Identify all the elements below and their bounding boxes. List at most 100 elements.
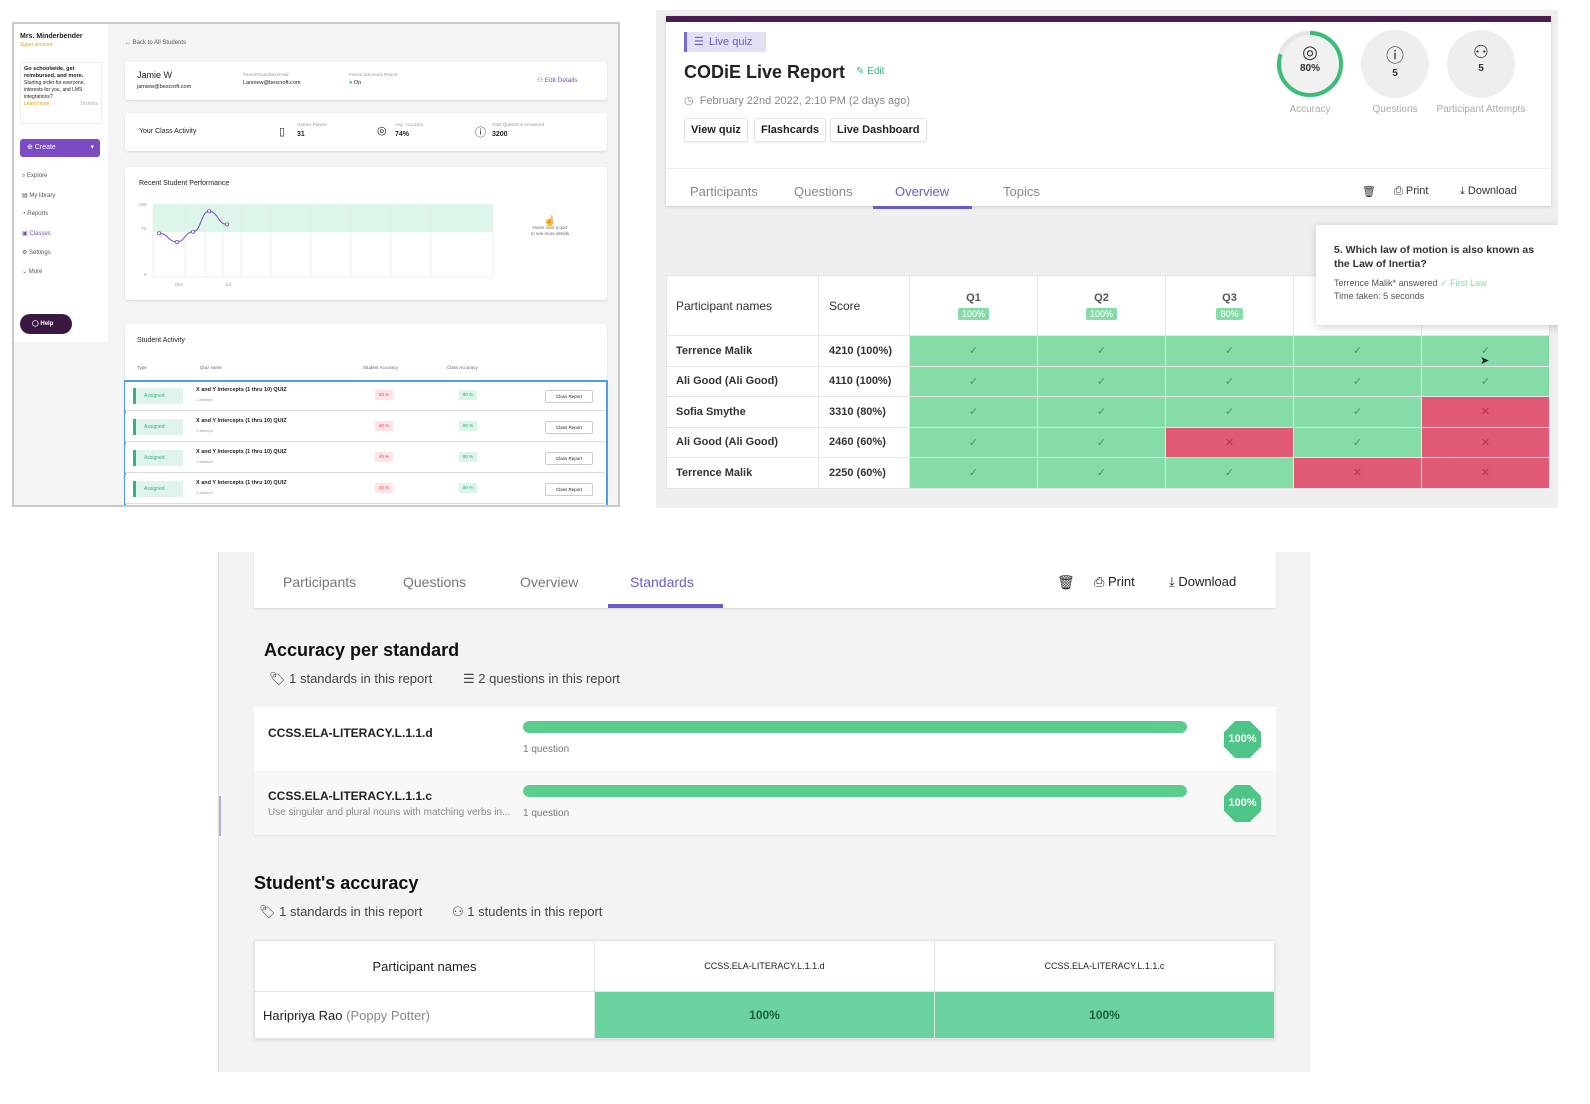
promo-dismiss[interactable]: Dismiss xyxy=(80,101,99,107)
print-button[interactable]: ⎙ Print xyxy=(1094,574,1135,589)
table-row[interactable]: Terrence Malik 2250 (60%) ✓ ✓ ✓ ✕ ✕ xyxy=(666,457,1550,489)
chevron-down-icon: ▾ xyxy=(90,144,94,151)
edit-details-button[interactable]: ⚇ Edit Details xyxy=(537,77,578,84)
table-row[interactable]: Assigned X and Y Intercepts (1 thru 10) … xyxy=(125,475,605,504)
result-cell[interactable]: ✕ xyxy=(1293,457,1422,489)
list-icon: ☰ xyxy=(694,36,704,48)
tab-participants[interactable]: Participants xyxy=(283,574,357,590)
class-report-button[interactable]: Class Report xyxy=(545,390,593,403)
accuracy-cell[interactable]: 100% xyxy=(934,991,1275,1039)
tab-standards[interactable]: Standards xyxy=(630,574,694,590)
result-cell[interactable]: ✓ xyxy=(909,426,1038,458)
class-report-button[interactable]: Class Report xyxy=(545,421,593,434)
result-cell[interactable]: ✓ xyxy=(1421,365,1550,397)
nav-settings[interactable]: ⚙ Settings xyxy=(22,250,51,256)
tab-overview[interactable]: Overview xyxy=(520,574,579,590)
questions-value: 5 xyxy=(1392,68,1398,79)
create-button[interactable]: ⊕ Create ▾ xyxy=(20,139,100,157)
sidebar: Mrs. Minderbender Super account Go schoo… xyxy=(14,24,108,342)
result-cell[interactable]: ✕ xyxy=(1421,396,1550,428)
result-cell[interactable]: ✓ xyxy=(1165,396,1294,428)
back-link[interactable]: ← Back to All Students xyxy=(125,40,187,46)
table-row[interactable]: Ali Good (Ali Good) 2460 (60%) ✓ ✓ ✕ ✓ ✕ xyxy=(666,426,1550,458)
result-cell[interactable]: ✓ xyxy=(1293,396,1422,428)
result-cell[interactable]: ✓ xyxy=(1293,365,1422,397)
questions-count: ☰ 2 questions in this report xyxy=(463,671,620,686)
result-cell[interactable]: ✓ xyxy=(1037,426,1166,458)
standard-row[interactable]: CCSS.ELA-LITERACY.L.1.1.d 1 question 100… xyxy=(254,707,1276,771)
users-icon: ⚇ xyxy=(452,904,468,919)
result-cell[interactable]: ✓ xyxy=(1165,457,1294,489)
promo-learn-more[interactable]: Learn more xyxy=(24,101,50,107)
standard-row[interactable]: CCSS.ELA-LITERACY.L.1.1.c Use singular a… xyxy=(254,771,1276,835)
student-activity-title: Student Activity xyxy=(137,337,185,344)
result-cell[interactable]: ✓ xyxy=(909,457,1038,489)
table-row[interactable]: Terrence Malik 4210 (100%) ✓ ✓ ✓ ✓ ✓ xyxy=(666,335,1550,367)
tab-questions[interactable]: Questions xyxy=(403,574,467,590)
performance-point[interactable] xyxy=(207,209,212,214)
table-row[interactable]: Assigned X and Y Intercepts (1 thru 10) … xyxy=(125,413,605,442)
performance-point[interactable] xyxy=(191,229,196,234)
performance-point[interactable] xyxy=(225,222,230,227)
tab-overview[interactable]: Overview xyxy=(895,184,950,199)
table-row[interactable]: Sofia Smythe 3310 (80%) ✓ ✓ ✓ ✓ ✕ xyxy=(666,396,1550,428)
nav-explore[interactable]: ⌕ Explore xyxy=(22,173,48,179)
result-cell[interactable]: ✓ xyxy=(1037,365,1166,397)
class-report-button[interactable]: Class Report xyxy=(545,452,593,465)
table-row[interactable]: Assigned X and Y Intercepts (1 thru 10) … xyxy=(125,382,605,411)
chat-icon: ◯ xyxy=(32,321,41,327)
delete-button[interactable]: 🗑 xyxy=(1057,574,1075,591)
download-button[interactable]: ⤓ Download xyxy=(1169,574,1237,589)
flashcards-button[interactable]: Flashcards xyxy=(754,118,827,142)
result-cell[interactable]: ✓ xyxy=(909,335,1038,367)
delete-button[interactable]: 🗑 xyxy=(1362,185,1376,198)
result-cell[interactable]: ✕ xyxy=(1165,426,1294,458)
print-button[interactable]: ⎙ Print xyxy=(1394,185,1429,197)
participant-name: Terrence Malik xyxy=(666,457,819,489)
tab-questions[interactable]: Questions xyxy=(794,184,853,199)
promo-box: Go schoolwide, get reimbursed, and more.… xyxy=(20,62,102,124)
result-cell[interactable]: ✕ xyxy=(1421,457,1550,489)
result-cell[interactable]: ✓ xyxy=(1421,335,1550,367)
standard-percent-badge: 100% xyxy=(1224,785,1261,822)
performance-point[interactable] xyxy=(157,231,162,236)
table-row[interactable]: Ali Good (Ali Good) 4110 (100%) ✓ ✓ ✓ ✓ ✓ xyxy=(666,365,1550,397)
table-row[interactable]: Assigned X and Y Intercepts (1 thru 10) … xyxy=(125,444,605,473)
result-cell[interactable]: ✕ xyxy=(1421,426,1550,458)
result-cell[interactable]: ✓ xyxy=(1165,365,1294,397)
result-cell[interactable]: ✓ xyxy=(909,396,1038,428)
result-cell[interactable]: ✓ xyxy=(909,365,1038,397)
result-cell[interactable]: ✓ xyxy=(1037,457,1166,489)
result-cell[interactable]: ✓ xyxy=(1293,426,1422,458)
nav-reports[interactable]: ◔ Reports xyxy=(22,211,49,217)
result-cell[interactable]: ✓ xyxy=(1165,335,1294,367)
accuracy-cell[interactable]: 100% xyxy=(594,991,935,1039)
class-report-button[interactable]: Class Report xyxy=(545,483,593,496)
performance-point[interactable] xyxy=(174,239,179,244)
view-quiz-button[interactable]: View quiz xyxy=(684,118,748,142)
table-row[interactable]: Haripriya Rao (Poppy Potter) 100% 100% xyxy=(254,991,1275,1039)
col-q1[interactable]: Q1 100% xyxy=(909,275,1038,336)
col-q2[interactable]: Q2 100% xyxy=(1037,275,1166,336)
standards-count: 🏷 1 standards in this report xyxy=(259,904,423,919)
nav-library[interactable]: ▤ My library xyxy=(22,193,56,199)
parent-email-label: Parent/Guardian Email xyxy=(243,72,289,77)
students-accuracy-table: Participant names CCSS.ELA-LITERACY.L.1.… xyxy=(254,940,1275,1039)
result-cell[interactable]: ✓ xyxy=(1293,335,1422,367)
live-dashboard-button[interactable]: Live Dashboard xyxy=(830,118,927,142)
participant-score: 3310 (80%) xyxy=(818,396,910,428)
question-icon: ⓘ xyxy=(1386,46,1404,66)
check-icon: ✓ xyxy=(968,375,979,388)
result-cell[interactable]: ✓ xyxy=(1037,396,1166,428)
quiz-name: X and Y Intercepts (1 thru 10) QUIZ xyxy=(196,387,287,393)
tab-topics[interactable]: Topics xyxy=(1003,184,1040,199)
tab-participants[interactable]: Participants xyxy=(690,184,758,199)
nav-classes[interactable]: ▣ Classes xyxy=(22,231,51,237)
result-cell[interactable]: ✓ xyxy=(1037,335,1166,367)
col-q3[interactable]: Q3 80% xyxy=(1165,275,1294,336)
edit-title-button[interactable]: ✎ Edit xyxy=(856,66,885,77)
nav-more[interactable]: ⌄ More xyxy=(22,269,43,275)
download-button[interactable]: ⤓ Download xyxy=(1460,185,1517,197)
help-button[interactable]: ◯ Help xyxy=(20,314,72,334)
quiz-attempts: 1 attempt xyxy=(196,428,213,433)
